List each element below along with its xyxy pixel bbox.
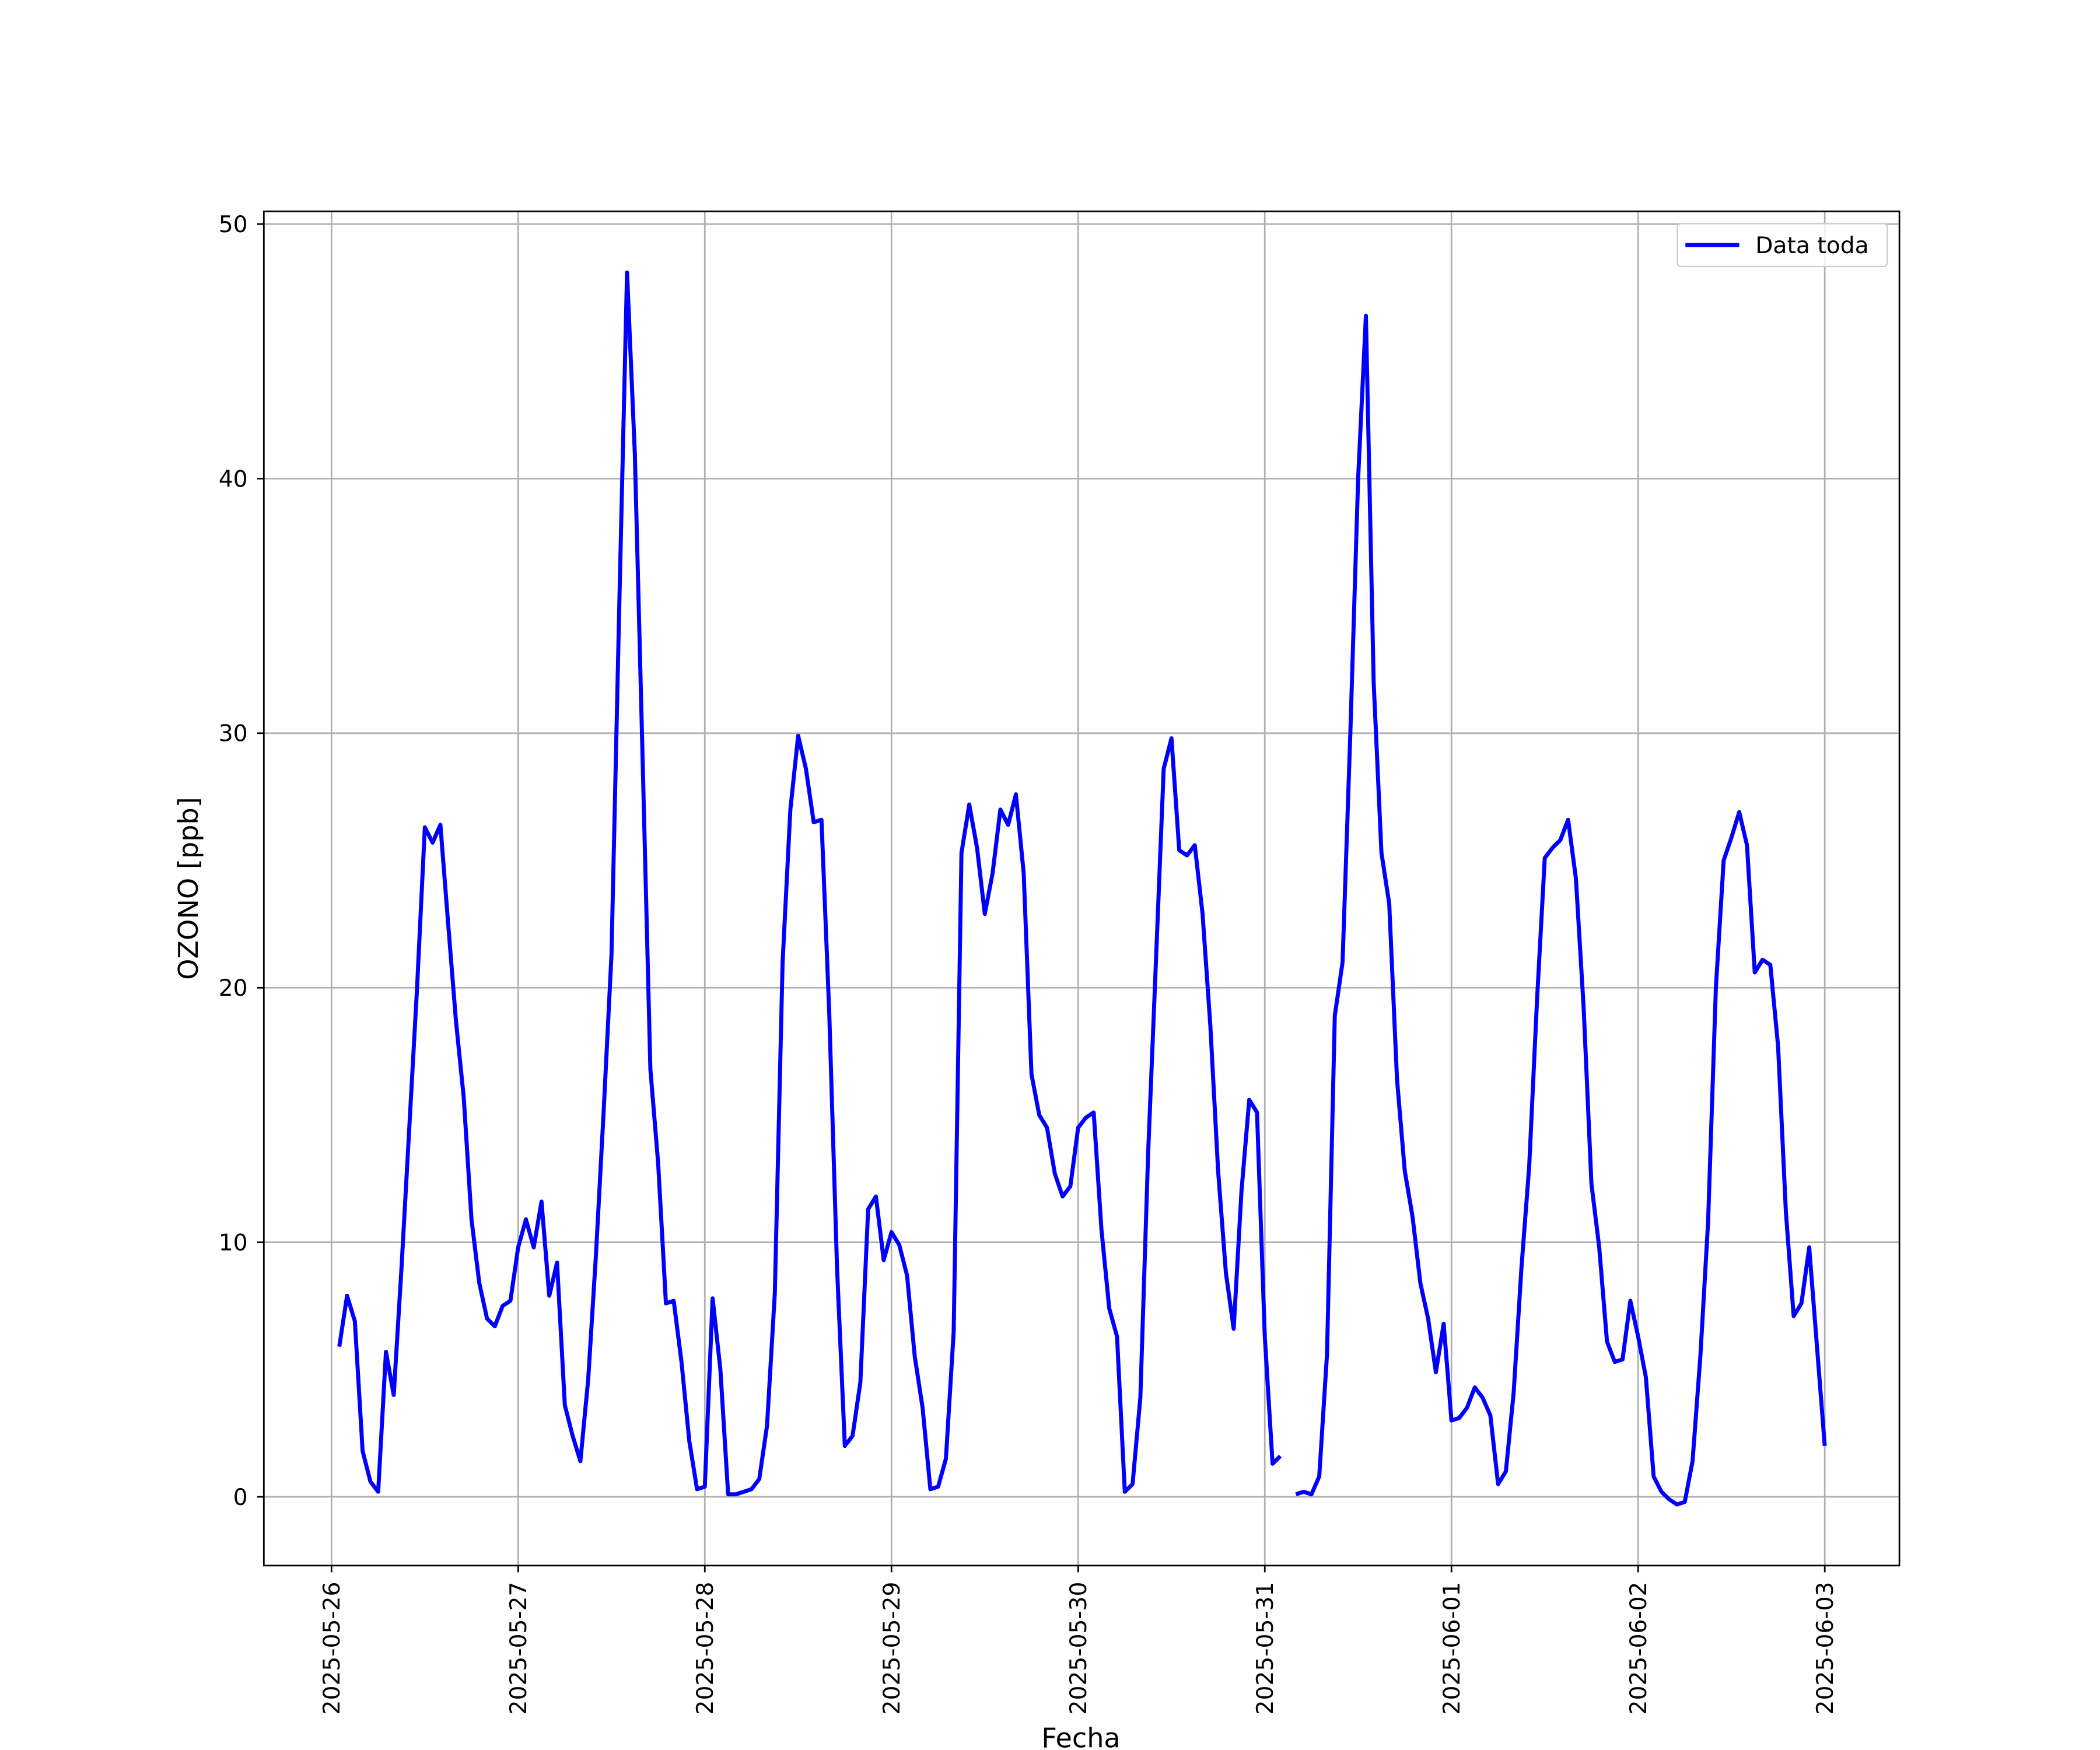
y-tick-label: 0 <box>233 1485 248 1511</box>
x-tick-label: 2025-06-02 <box>1626 1582 1652 1715</box>
y-tick-label: 20 <box>219 975 248 1002</box>
x-tick-label: 2025-05-28 <box>692 1582 719 1715</box>
plot-frame <box>262 210 1901 1567</box>
grid-layer <box>264 211 1900 1566</box>
x-tick-label: 2025-06-03 <box>1812 1582 1839 1715</box>
x-axis-label: Fecha <box>1041 1722 1120 1750</box>
x-tick-label: 2025-05-31 <box>1252 1582 1279 1715</box>
data-line <box>337 270 1827 1507</box>
tick-layer: 0 10 20 30 40 50 2025-05-26 2025-05-27 2025-05-2… <box>219 212 1839 1714</box>
x-tick-label: 2025-05-27 <box>506 1582 532 1715</box>
y-tick-label: 10 <box>219 1230 248 1256</box>
x-tick-label: 2025-06-01 <box>1439 1582 1465 1715</box>
legend: Data toda <box>1676 222 1888 268</box>
x-tick-label: 2025-05-26 <box>319 1582 345 1715</box>
y-tick-label: 50 <box>219 212 248 238</box>
legend-box <box>1676 222 1888 268</box>
legend-label: Data toda <box>1755 233 1868 259</box>
x-tick-label: 2025-05-30 <box>1066 1582 1092 1715</box>
plot-layer <box>337 270 1827 1507</box>
y-tick-label: 30 <box>219 721 248 747</box>
x-tick-label: 2025-05-29 <box>879 1582 905 1715</box>
y-axis-label: OZONO [ppb] <box>173 797 204 980</box>
y-tick-label: 40 <box>219 466 248 492</box>
